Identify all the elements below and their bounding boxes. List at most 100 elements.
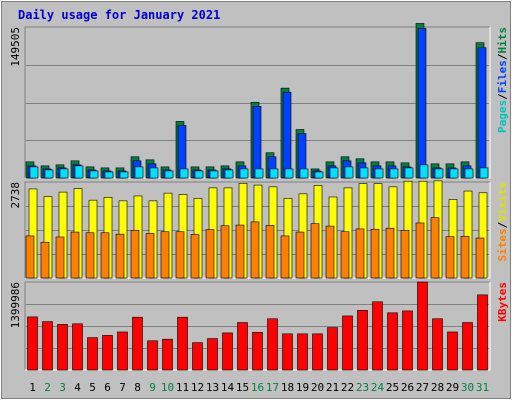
bar-sites-day-14 xyxy=(220,225,230,279)
bar-kbytes-day-9 xyxy=(147,340,158,371)
bar-kbytes-day-23 xyxy=(357,309,368,371)
bar-kbytes-day-5 xyxy=(87,337,98,371)
bar-sites-day-5 xyxy=(85,232,95,279)
series-legend-part-visits_sites-2: Visits xyxy=(496,182,509,222)
bar-sites-day-10 xyxy=(160,231,170,279)
x-tick-label-day-30: 30 xyxy=(461,381,474,394)
bar-sites-day-1 xyxy=(25,235,35,279)
bar-kbytes-day-20 xyxy=(312,333,323,371)
series-legend-part-visits_sites-0: Sites xyxy=(496,228,509,261)
panel-edge-dark-hits_files_pages xyxy=(24,26,490,178)
bar-files-day-18 xyxy=(282,91,292,179)
bar-kbytes-day-8 xyxy=(132,316,143,371)
x-tick-label-day-23: 23 xyxy=(356,381,369,394)
x-tick-label-day-11: 11 xyxy=(176,381,189,394)
series-legend-part-hits_files_pages-0: Pages xyxy=(496,100,509,133)
series-legend-hits_files_pages: Pages/Files/Hits xyxy=(496,27,509,133)
x-tick-label-day-7: 7 xyxy=(119,381,126,394)
bar-pages-day-24 xyxy=(374,168,384,179)
bar-kbytes-day-1 xyxy=(27,316,38,371)
bar-pages-day-3 xyxy=(59,168,69,179)
bar-sites-day-3 xyxy=(55,236,65,279)
bar-sites-day-29 xyxy=(445,236,455,279)
bar-sites-day-6 xyxy=(100,232,110,279)
bar-kbytes-day-16 xyxy=(252,331,263,371)
bar-pages-day-27 xyxy=(419,164,429,179)
bar-sites-day-28 xyxy=(430,217,440,279)
bar-files-day-31 xyxy=(477,47,487,179)
bar-sites-day-12 xyxy=(190,234,200,279)
bar-sites-day-17 xyxy=(265,225,275,279)
bar-kbytes-day-19 xyxy=(297,333,308,371)
bar-kbytes-day-27 xyxy=(417,281,428,371)
bar-marks xyxy=(25,23,489,371)
bar-sites-day-4 xyxy=(70,231,80,279)
x-tick-label-day-1: 1 xyxy=(29,381,36,394)
bar-pages-day-16 xyxy=(254,168,264,179)
x-tick-label-day-21: 21 xyxy=(326,381,339,394)
bar-pages-day-23 xyxy=(359,167,369,179)
x-tick-label-day-2: 2 xyxy=(44,381,51,394)
bar-kbytes-day-12 xyxy=(192,342,203,371)
bar-kbytes-day-17 xyxy=(267,318,278,371)
x-tick-label-day-8: 8 xyxy=(134,381,141,394)
bar-kbytes-day-11 xyxy=(177,316,188,371)
bar-pages-day-31 xyxy=(479,167,489,179)
bar-pages-day-13 xyxy=(209,170,219,179)
bar-pages-day-14 xyxy=(224,169,234,179)
bar-sites-day-15 xyxy=(235,224,245,279)
x-tick-label-day-25: 25 xyxy=(386,381,399,394)
series-legend-kbytes: KBytes xyxy=(496,282,509,322)
bar-sites-day-7 xyxy=(115,233,125,279)
series-legend-part-hits_files_pages-1: / xyxy=(496,93,509,100)
bar-kbytes-day-6 xyxy=(102,335,113,371)
series-legend-part-kbytes-0: KBytes xyxy=(496,282,509,322)
x-tick-label-day-19: 19 xyxy=(296,381,309,394)
bar-sites-day-27 xyxy=(415,222,425,279)
bar-sites-day-21 xyxy=(325,225,335,279)
bar-pages-day-19 xyxy=(299,168,309,179)
bar-pages-day-6 xyxy=(104,171,114,179)
bar-sites-day-2 xyxy=(40,241,50,279)
x-tick-label-day-28: 28 xyxy=(431,381,444,394)
bar-sites-day-30 xyxy=(460,235,470,279)
bar-kbytes-day-14 xyxy=(222,332,233,371)
y-max-label-visits_sites: 2738 xyxy=(9,182,22,209)
bar-files-day-27 xyxy=(417,28,427,179)
bar-kbytes-day-4 xyxy=(72,323,83,371)
x-tick-label-day-24: 24 xyxy=(371,381,385,394)
bar-pages-day-18 xyxy=(284,168,294,179)
bar-kbytes-day-28 xyxy=(432,318,443,371)
bar-sites-day-23 xyxy=(355,228,365,279)
x-tick-label-day-15: 15 xyxy=(236,381,249,394)
x-tick-label-day-29: 29 xyxy=(446,381,459,394)
x-tick-label-day-14: 14 xyxy=(221,381,235,394)
bar-kbytes-day-10 xyxy=(162,338,173,371)
x-tick-label-day-5: 5 xyxy=(89,381,96,394)
x-tick-label-day-13: 13 xyxy=(206,381,219,394)
x-tick-label-day-12: 12 xyxy=(191,381,204,394)
bar-pages-day-7 xyxy=(119,171,129,179)
bar-kbytes-day-18 xyxy=(282,333,293,371)
bar-pages-day-20 xyxy=(314,171,324,179)
bar-pages-day-25 xyxy=(389,168,399,179)
bar-kbytes-day-31 xyxy=(477,294,488,371)
x-tick-label-day-3: 3 xyxy=(59,381,66,394)
series-legend-part-hits_files_pages-4: Hits xyxy=(496,27,509,54)
x-tick-label-day-26: 26 xyxy=(401,381,414,394)
x-tick-label-day-10: 10 xyxy=(161,381,174,394)
chart-title: Daily usage for January 2021 xyxy=(18,8,220,22)
bar-pages-day-2 xyxy=(44,169,54,179)
bar-kbytes-day-30 xyxy=(462,322,473,371)
bar-sites-day-26 xyxy=(400,230,410,279)
bar-sites-day-22 xyxy=(340,231,350,279)
bar-kbytes-day-2 xyxy=(42,321,53,371)
bar-pages-day-8 xyxy=(134,166,144,179)
bar-pages-day-4 xyxy=(74,165,84,179)
series-legend-part-hits_files_pages-2: Files xyxy=(496,60,509,93)
panel-edge-dark-kbytes xyxy=(24,281,490,370)
x-tick-label-day-17: 17 xyxy=(266,381,279,394)
bar-pages-day-30 xyxy=(464,168,474,179)
